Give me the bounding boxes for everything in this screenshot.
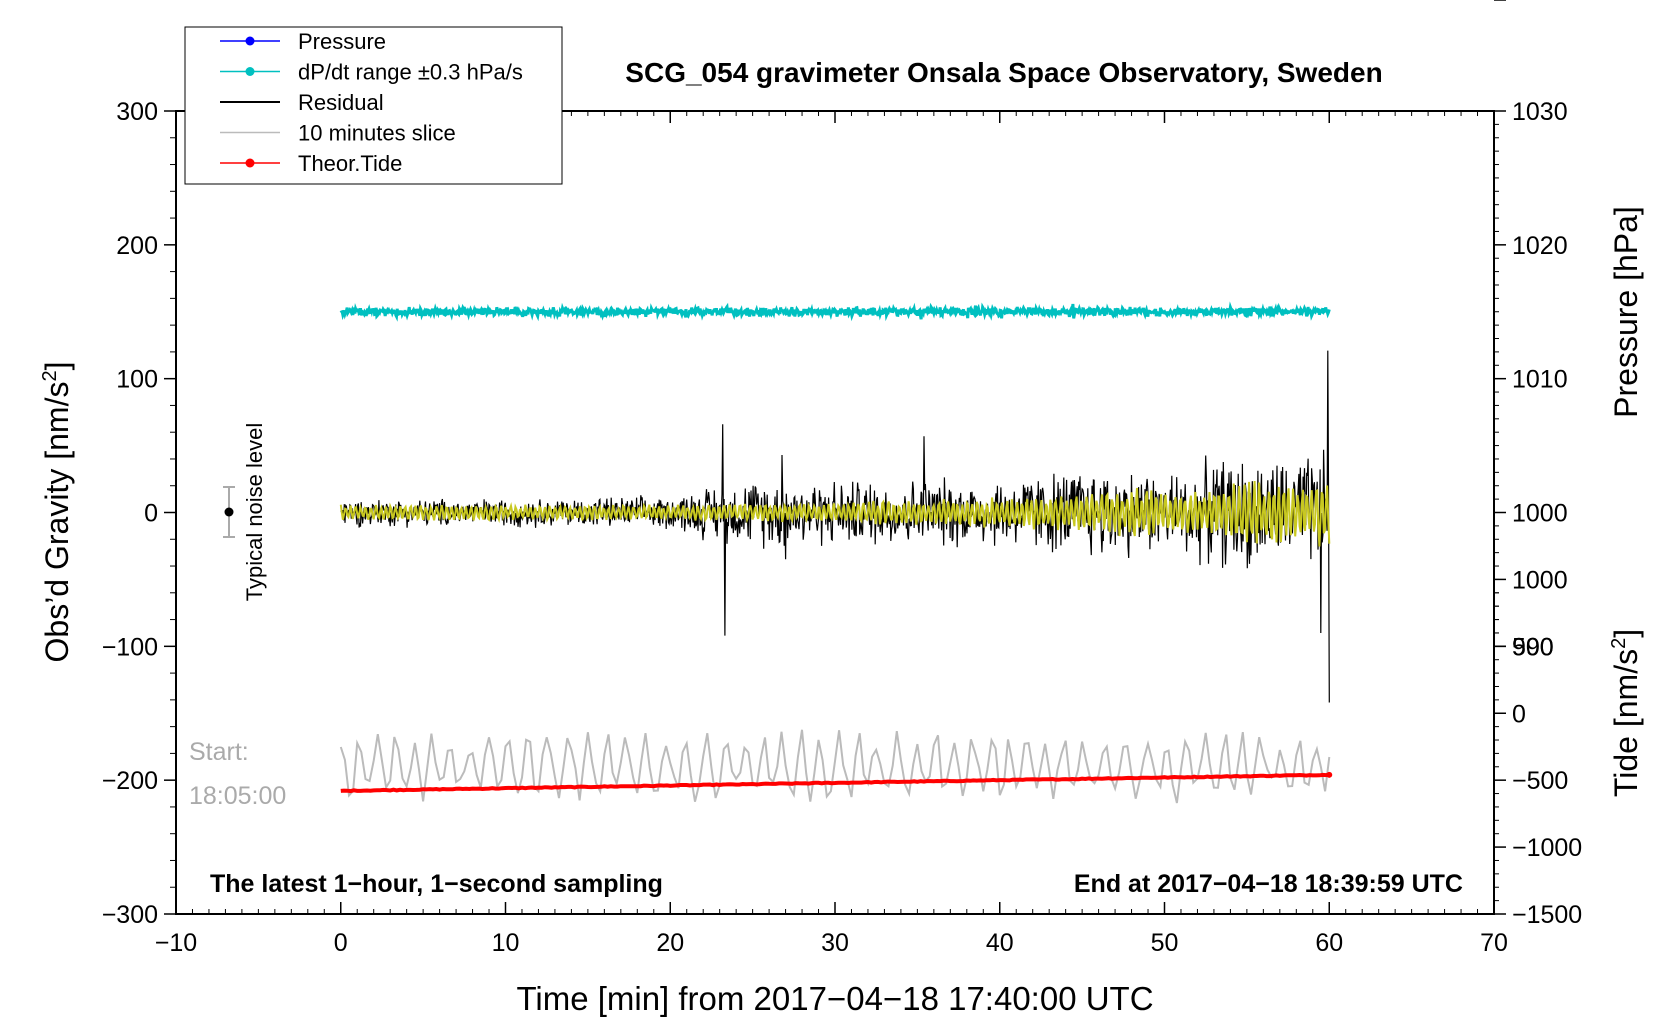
legend-item: dP/dt range ±0.3 hPa/s [220, 60, 523, 85]
bottom-left-note: The latest 1−hour, 1−second sampling [210, 870, 663, 898]
y-tick-label: 200 [116, 232, 158, 260]
y-axis-label-tide: Tide [nm/s2] [1608, 629, 1644, 797]
pressure-tick-label: 1000 [1512, 500, 1568, 528]
y-axis-label-left-sup: 2 [39, 370, 61, 381]
series-filtered [339, 480, 1331, 547]
y-tick-label: 300 [116, 98, 158, 126]
y-tick-label: −100 [102, 633, 158, 661]
series-dpdt [339, 301, 1331, 322]
x-tick-label: 40 [986, 929, 1014, 957]
series-layer [339, 301, 1333, 804]
y-axis-label-tide-end: ] [1608, 629, 1644, 638]
y-axis-label-tide-text: Tide [nm/s [1608, 649, 1644, 797]
legend-label: Pressure [298, 29, 386, 54]
tide-tick-label: −500 [1512, 767, 1568, 795]
legend-marker [245, 36, 255, 46]
tide-end-marker [1326, 771, 1333, 778]
pressure-tick-label: 1020 [1512, 232, 1568, 260]
y-axis-label-left-text: Obs’d Gravity [nm/s [39, 382, 75, 663]
x-tick-label: 30 [821, 929, 849, 957]
bottom-right-note: End at 2017−04−18 18:39:59 UTC [1074, 870, 1463, 898]
x-tick-label: −10 [155, 929, 197, 957]
x-axis-label: Time [min] from 2017−04−18 17:40:00 UTC [516, 980, 1153, 1017]
y-tick-label: −200 [102, 767, 158, 795]
legend-items: Pressure dP/dt range ±0.3 hPa/s Residual 10… [220, 29, 523, 176]
chart-title: SCG_054 gravimeter Onsala Space Observat… [625, 57, 1382, 88]
x-tick-label: 50 [1151, 929, 1179, 957]
tide-tick-label: 1000 [1512, 566, 1568, 594]
legend-label: 10 minutes slice [298, 121, 456, 146]
legend-marker [245, 158, 255, 168]
y-tick-label: −300 [102, 901, 158, 929]
legend-item: Residual [220, 90, 384, 115]
series-theor-tide [340, 772, 1330, 794]
legend-label: Theor.Tide [298, 151, 402, 176]
y-axis-label-pressure: Pressure [hPa] [1608, 206, 1644, 418]
legend-item: 10 minutes slice [220, 121, 456, 146]
pressure-tick-label: 1010 [1512, 366, 1568, 394]
legend-marker [245, 67, 255, 76]
legend-box [184, 26, 563, 185]
x-tick-label: 10 [492, 929, 520, 957]
series-10-minutes-slice [339, 729, 1331, 804]
start-time: 18:05:00 [189, 782, 286, 810]
axis-ticks: −10 0 10 20 30 40 50 60 703002001000−100−200−300… [102, 0, 1582, 957]
noise-level-label: Typical noise level [242, 423, 267, 602]
legend-item: Theor.Tide [220, 151, 402, 176]
y-tick-label: 100 [116, 366, 158, 394]
y-axis-label-tide-sup: 2 [1608, 638, 1630, 649]
legend-label: dP/dt range ±0.3 hPa/s [298, 60, 523, 85]
pressure-tick-label: 990 [1512, 633, 1554, 661]
tide-tick-label: 0 [1512, 700, 1526, 728]
noise-bar-center [224, 507, 234, 517]
y-axis-label-left: Obs’d Gravity [nm/s2] [39, 362, 75, 663]
x-tick-label: 70 [1480, 929, 1508, 957]
pressure-tick-label: 1030 [1512, 98, 1568, 126]
noise-level-indicator: Typical noise level [223, 423, 267, 602]
tide-tick-label: −1000 [1512, 834, 1582, 862]
tide-tick-label: −1500 [1512, 901, 1582, 929]
x-tick-label: 20 [656, 929, 684, 957]
x-tick-label: 0 [334, 929, 348, 957]
start-label: Start: [189, 738, 249, 766]
y-axis-label-left-end: ] [39, 362, 75, 371]
x-tick-label: 60 [1315, 929, 1343, 957]
legend: Pressure dP/dt range ±0.3 hPa/s Residual 10… [184, 26, 563, 185]
legend-item: Pressure [220, 29, 386, 54]
y-tick-label: 0 [144, 500, 158, 528]
pressure-tick-label: 980 [1512, 0, 1554, 6]
legend-label: Residual [298, 90, 384, 115]
tide-tick-label: 500 [1512, 633, 1554, 661]
